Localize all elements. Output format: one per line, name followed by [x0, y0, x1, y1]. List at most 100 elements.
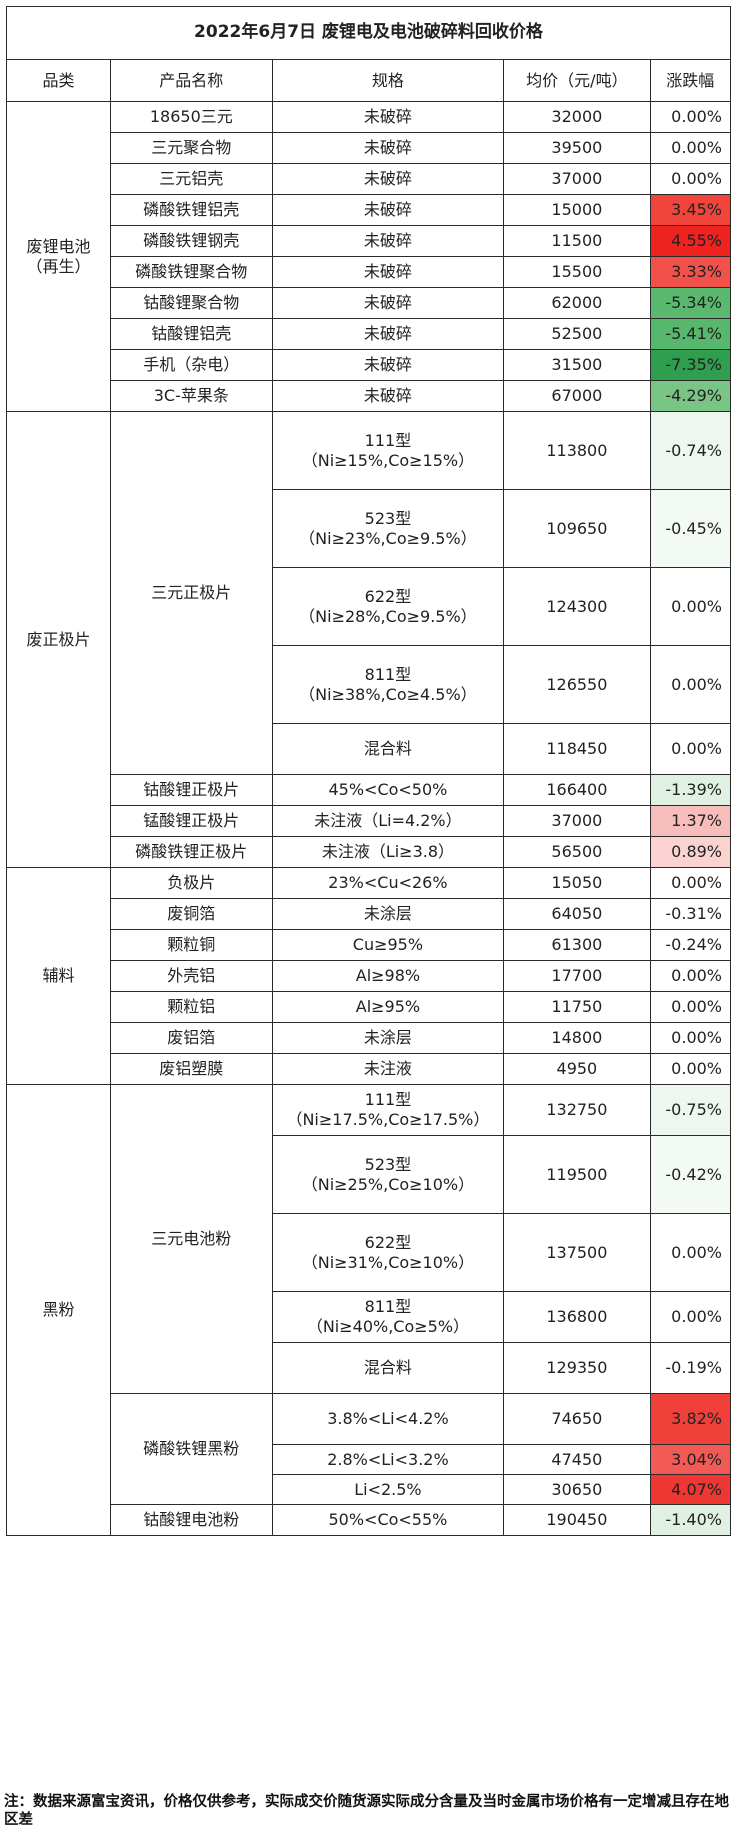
table-row: 混合料 118450 0.00%: [7, 723, 732, 775]
table-row: 颗粒铝 Al≥95% 11750 0.00%: [7, 991, 732, 1023]
price-cell: 39500: [503, 132, 651, 164]
product-name-cell: 磷酸铁锂钢壳: [109, 225, 273, 257]
price-cell: 67000: [503, 380, 651, 412]
change-cell: 0.00%: [649, 1053, 732, 1085]
price-cell: 119500: [503, 1135, 651, 1214]
spec-cell: 523型 （Ni≥23%,Co≥9.5%）: [271, 489, 505, 568]
price-cell: 190450: [503, 1504, 651, 1536]
table-row: 钴酸锂正极片 45%<Co<50% 166400 -1.39%: [7, 774, 732, 806]
spec-cell: 未注液（Li≥3.8）: [271, 836, 505, 868]
category-cell: 辅料: [6, 867, 111, 1085]
change-cell: 0.00%: [649, 960, 732, 992]
header-avg-price: 均价（元/吨）: [503, 59, 651, 102]
price-cell: 118450: [503, 723, 651, 775]
price-cell: 137500: [503, 1213, 651, 1292]
product-name-cell: 磷酸铁锂铝壳: [109, 194, 273, 226]
spec-cell: 混合料: [271, 723, 505, 775]
spec-cell: 未破碎: [271, 318, 505, 350]
table-row: 废铜箔 未涂层 64050 -0.31%: [7, 898, 732, 930]
table-row: 2.8%<Li<3.2% 47450 3.04%: [7, 1444, 732, 1475]
category-cell: 黑粉: [6, 1084, 111, 1536]
spec-cell: 未破碎: [271, 163, 505, 195]
table-row: 外壳铝 Al≥98% 17700 0.00%: [7, 960, 732, 992]
price-cell: 132750: [503, 1084, 651, 1136]
price-cell: 47450: [503, 1444, 651, 1475]
change-cell: 4.07%: [649, 1474, 732, 1505]
product-name-cell: 磷酸铁锂正极片: [109, 836, 273, 868]
price-cell: 126550: [503, 645, 651, 724]
category-cell: 废锂电池 （再生）: [6, 101, 111, 412]
product-name-cell: 钴酸锂聚合物: [109, 287, 273, 319]
table-row: 磷酸铁锂黑粉 3.8%<Li<4.2% 74650 3.82%: [7, 1393, 732, 1505]
change-cell: 0.00%: [649, 991, 732, 1023]
change-cell: 0.00%: [649, 1291, 732, 1343]
product-name-cell: 颗粒铜: [109, 929, 273, 961]
spec-cell: 混合料: [271, 1342, 505, 1394]
price-cell: 15000: [503, 194, 651, 226]
price-cell: 4950: [503, 1053, 651, 1085]
change-cell: 3.82%: [649, 1393, 732, 1445]
change-cell: -0.19%: [649, 1342, 732, 1394]
spec-cell: 未涂层: [271, 898, 505, 930]
change-cell: 0.00%: [649, 723, 732, 775]
price-cell: 62000: [503, 287, 651, 319]
price-cell: 166400: [503, 774, 651, 806]
price-cell: 32000: [503, 101, 651, 133]
spec-cell: 未破碎: [271, 380, 505, 412]
change-cell: -0.31%: [649, 898, 732, 930]
spec-cell: Al≥95%: [271, 991, 505, 1023]
header-change: 涨跌幅: [649, 59, 732, 102]
table-row: 磷酸铁锂正极片 未注液（Li≥3.8） 56500 0.89%: [7, 836, 732, 868]
price-cell: 11750: [503, 991, 651, 1023]
price-cell: 74650: [503, 1393, 651, 1445]
spec-cell: 未破碎: [271, 287, 505, 319]
spec-cell: 未涂层: [271, 1022, 505, 1054]
table-row: 622型 （Ni≥28%,Co≥9.5%） 124300 0.00%: [7, 567, 732, 646]
table-row: 废铝塑膜 未注液 4950 0.00%: [7, 1053, 732, 1085]
product-name-cell: 磷酸铁锂黑粉: [109, 1393, 273, 1505]
table-row: 磷酸铁锂钢壳 未破碎 11500 4.55%: [7, 225, 732, 257]
spec-cell: 3.8%<Li<4.2%: [271, 1393, 505, 1445]
spec-cell: 未破碎: [271, 101, 505, 133]
product-name-cell: 钴酸锂电池粉: [109, 1504, 273, 1536]
price-cell: 17700: [503, 960, 651, 992]
price-cell: 124300: [503, 567, 651, 646]
price-cell: 52500: [503, 318, 651, 350]
spec-cell: 811型 （Ni≥38%,Co≥4.5%）: [271, 645, 505, 724]
product-name-cell: 三元聚合物: [109, 132, 273, 164]
product-name-cell: 废铝箔: [109, 1022, 273, 1054]
price-table-frame: 2022年6月7日 废锂电及电池破碎料回收价格 品类 产品名称 规格 均价（元/…: [6, 6, 732, 1536]
spec-cell: Al≥98%: [271, 960, 505, 992]
table-row: 颗粒铜 Cu≥95% 61300 -0.24%: [7, 929, 732, 961]
spec-cell: 未注液: [271, 1053, 505, 1085]
table-row: 混合料 129350 -0.19%: [7, 1342, 732, 1394]
table-row: 811型 （Ni≥40%,Co≥5%） 136800 0.00%: [7, 1291, 732, 1343]
product-name-cell: 钴酸锂正极片: [109, 774, 273, 806]
table-row: 811型 （Ni≥38%,Co≥4.5%） 126550 0.00%: [7, 645, 732, 724]
spec-cell: 622型 （Ni≥28%,Co≥9.5%）: [271, 567, 505, 646]
change-cell: -1.40%: [649, 1504, 732, 1536]
table-row: 钴酸锂电池粉 50%<Co<55% 190450 -1.40%: [7, 1504, 732, 1536]
spec-cell: 622型 （Ni≥31%,Co≥10%）: [271, 1213, 505, 1292]
change-cell: 0.00%: [649, 101, 732, 133]
price-cell: 136800: [503, 1291, 651, 1343]
product-name-cell: 负极片: [109, 867, 273, 899]
table-row: 手机（杂电） 未破碎 31500 -7.35%: [7, 349, 732, 381]
change-cell: -1.39%: [649, 774, 732, 806]
change-cell: -4.29%: [649, 380, 732, 412]
table-row: 废锂电池 （再生） 18650三元 未破碎 32000 0.00%: [6, 101, 732, 412]
table-row: 三元铝壳 未破碎 37000 0.00%: [7, 163, 732, 195]
spec-cell: 未破碎: [271, 256, 505, 288]
spec-cell: 45%<Co<50%: [271, 774, 505, 806]
spec-cell: 未破碎: [271, 225, 505, 257]
change-cell: 4.55%: [649, 225, 732, 257]
price-cell: 37000: [503, 805, 651, 837]
price-cell: 129350: [503, 1342, 651, 1394]
change-cell: 0.00%: [649, 132, 732, 164]
table-row: 三元聚合物 未破碎 39500 0.00%: [7, 132, 732, 164]
spec-cell: 23%<Cu<26%: [271, 867, 505, 899]
change-cell: -0.42%: [649, 1135, 732, 1214]
price-cell: 64050: [503, 898, 651, 930]
table-row: 黑粉 三元电池粉 111型 （Ni≥17.5%,Co≥17.5%） 132750 -0.7…: [6, 1084, 732, 1536]
table-row: 辅料 负极片 23%<Cu<26% 15050 0.00%: [6, 867, 732, 1085]
